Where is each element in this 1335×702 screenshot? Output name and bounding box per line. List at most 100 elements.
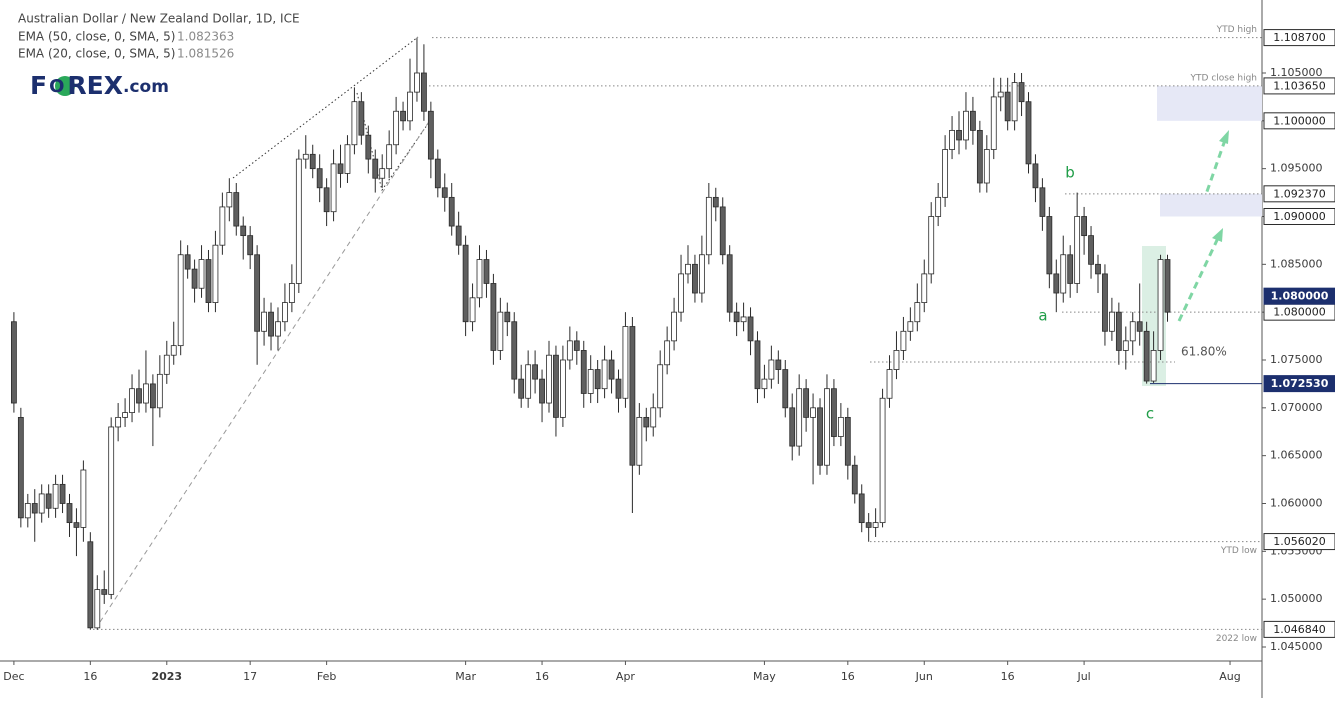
candle [747, 307, 754, 356]
candle [629, 316, 636, 514]
x-tick-label: Feb [317, 670, 336, 683]
candle-body [1164, 259, 1171, 313]
candle [935, 183, 942, 227]
candle-body [1150, 350, 1157, 382]
candle [38, 484, 45, 523]
candle-body [358, 101, 365, 136]
candle-body [476, 259, 483, 299]
candle-body [379, 168, 386, 179]
candle-body [546, 354, 552, 404]
candle-body [351, 101, 358, 146]
y-tick-label: 1.065000 [1270, 449, 1323, 462]
candle-body [240, 225, 247, 237]
candle-body [52, 483, 59, 509]
candle [768, 345, 775, 389]
candle-body [386, 144, 393, 170]
candle-body [851, 464, 858, 495]
candle-body [1060, 254, 1067, 294]
candle [302, 135, 309, 169]
indicator-name: EMA (50, close, 0, SMA, 5) [18, 30, 175, 44]
candle [1095, 254, 1101, 294]
candle-body [261, 311, 267, 332]
candle-body [566, 340, 573, 361]
candle [754, 331, 761, 404]
candle-body [372, 158, 379, 179]
x-tick-label: 16 [83, 670, 97, 683]
candle [1025, 92, 1032, 174]
candle-body [636, 416, 643, 466]
candle-body [483, 259, 490, 284]
candle [497, 297, 504, 360]
candle-body [309, 153, 316, 170]
candle [344, 135, 351, 184]
logo-part: O [49, 76, 64, 97]
candle-body [1053, 273, 1060, 294]
candle [810, 393, 816, 485]
y-tick-label: 1.075000 [1270, 353, 1323, 366]
candle [559, 345, 566, 427]
candle-body [768, 359, 775, 380]
candle [156, 355, 163, 418]
x-tick-label: 17 [243, 670, 257, 683]
candle-body [122, 412, 128, 418]
candle-body [156, 373, 163, 409]
candle [379, 154, 386, 188]
candle [879, 388, 886, 528]
candle [1122, 326, 1129, 370]
candle-body [1143, 330, 1150, 382]
candle-body [191, 268, 198, 289]
candle-body [553, 354, 559, 418]
candle-body [942, 149, 949, 198]
candle-body [1032, 163, 1039, 189]
candle [566, 326, 573, 370]
candle-body [824, 388, 830, 466]
candle-body [872, 522, 879, 528]
candle [219, 192, 226, 255]
candle [295, 149, 302, 294]
level-label: 1.080000 [1273, 306, 1326, 319]
candle-body [254, 254, 261, 332]
candle-body [837, 416, 844, 437]
candle-body [726, 254, 733, 313]
candle [615, 369, 622, 413]
candle-body [705, 196, 712, 256]
candle [983, 135, 990, 193]
level-label-box [1263, 29, 1335, 47]
candle [1157, 254, 1164, 360]
candle-body [282, 302, 288, 323]
candle-body [233, 192, 240, 227]
candle-body [87, 541, 94, 629]
level-label-box [1263, 533, 1335, 551]
candle [1004, 77, 1011, 131]
candle [66, 493, 73, 537]
candle [94, 575, 101, 630]
candle-body [539, 378, 545, 404]
candle [455, 211, 462, 255]
level-label-box [1263, 185, 1335, 203]
candle-body [205, 259, 212, 303]
candle-body [970, 110, 976, 131]
candle [796, 374, 803, 456]
last-price-label-box [1263, 287, 1335, 305]
candle-body [1004, 91, 1011, 122]
candle [733, 302, 740, 337]
candle-body [469, 297, 476, 323]
candle [240, 216, 247, 260]
candle-body [184, 254, 191, 270]
level-label: 1.108700 [1273, 31, 1326, 44]
candle-body [177, 254, 184, 347]
level-label: 1.046840 [1273, 623, 1326, 636]
candle-body [323, 187, 330, 213]
candle-body [511, 321, 518, 380]
candle [393, 96, 400, 155]
candle-body [1081, 216, 1087, 237]
candle [108, 417, 115, 600]
candle-body [275, 321, 281, 337]
candle-body [1011, 82, 1018, 122]
candle [407, 58, 413, 131]
candle [608, 350, 615, 394]
candle-body [650, 407, 657, 428]
candle [1053, 259, 1060, 313]
candle-body [1122, 340, 1129, 351]
